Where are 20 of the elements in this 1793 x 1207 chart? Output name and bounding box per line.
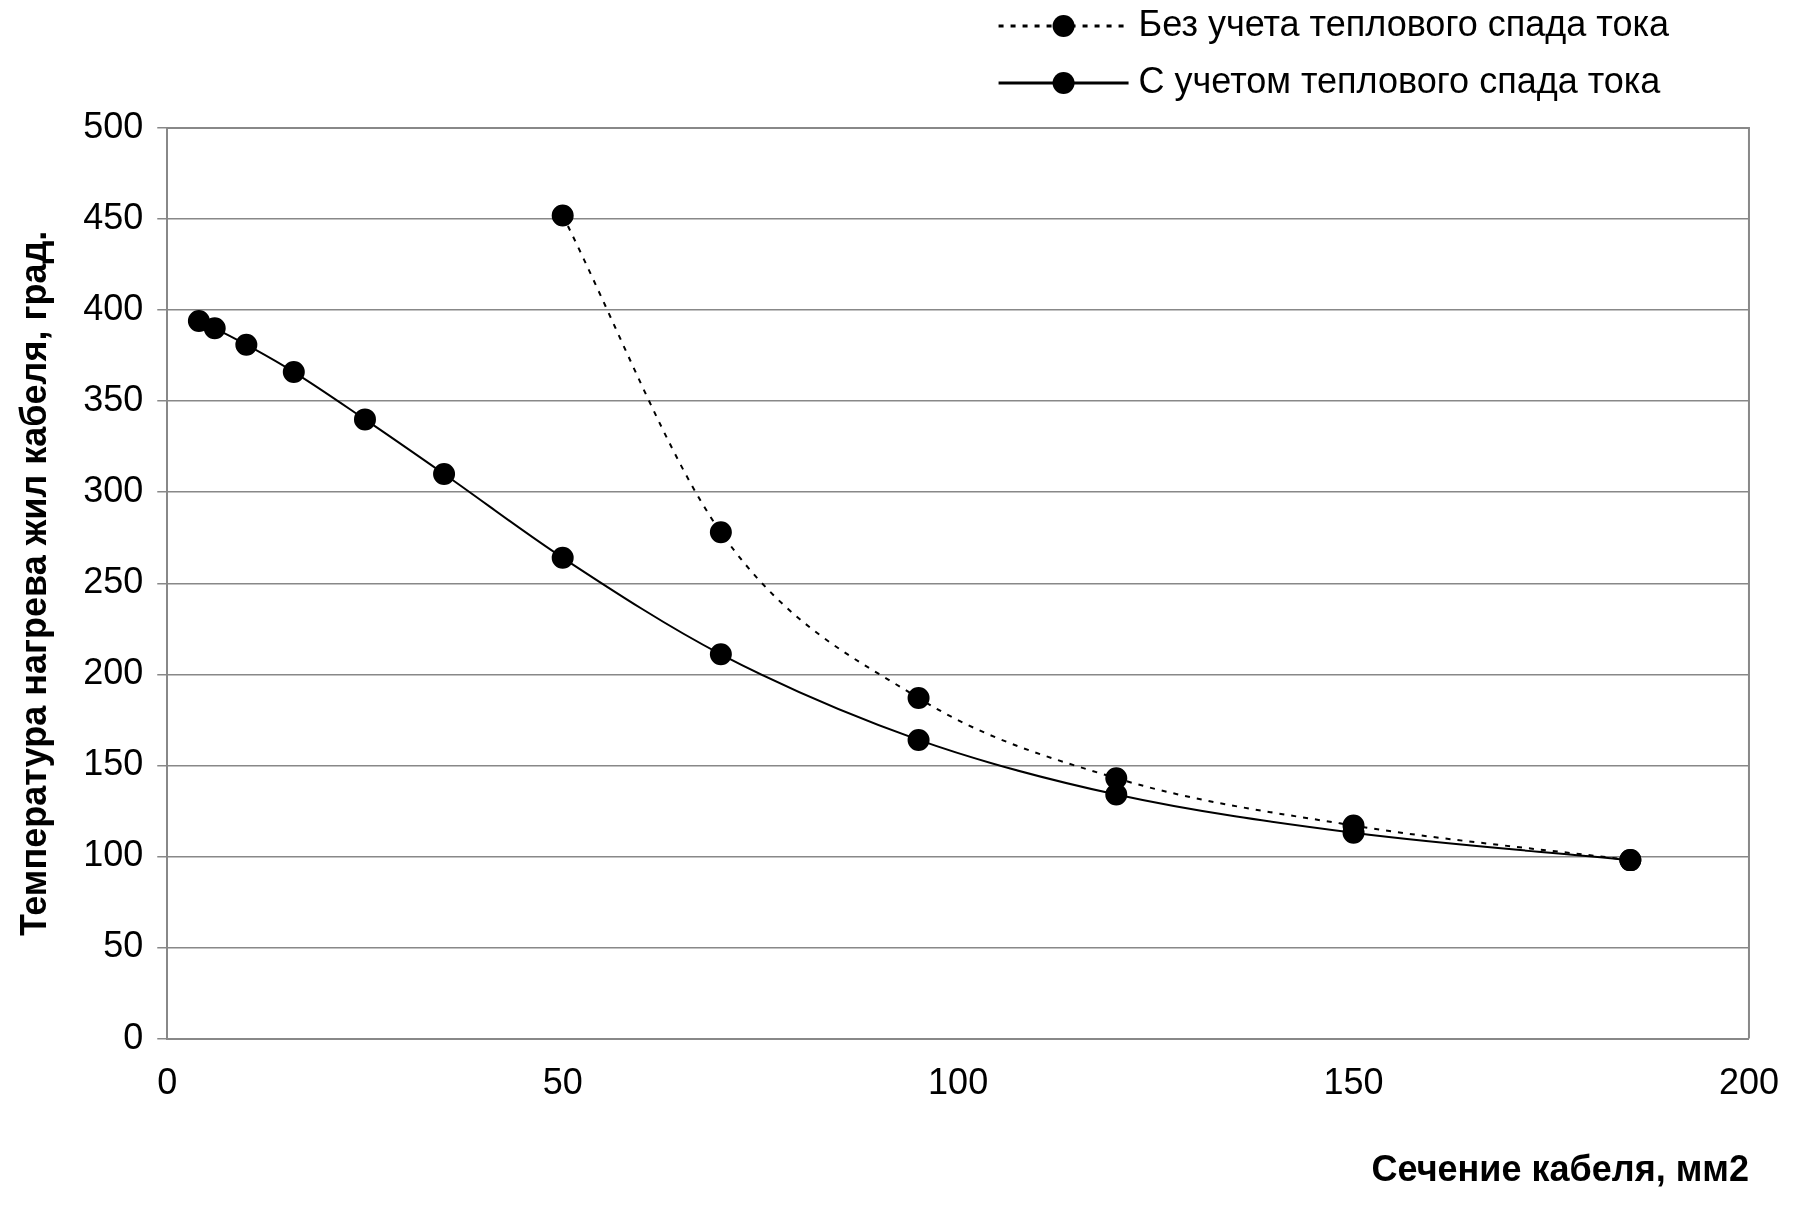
legend-label: Без учета теплового спада тока xyxy=(1138,2,1670,44)
y-tick-label: 250 xyxy=(83,560,144,602)
y-tick-label: 150 xyxy=(83,742,144,784)
y-tick-label: 300 xyxy=(83,469,144,511)
y-tick-label: 0 xyxy=(123,1015,144,1057)
legend-label: С учетом теплового спада тока xyxy=(1138,59,1662,101)
y-tick-label: 450 xyxy=(83,195,144,237)
y-tick-label: 100 xyxy=(83,833,144,875)
y-tick-label: 200 xyxy=(83,651,144,693)
x-tick-label: 200 xyxy=(1718,1061,1780,1103)
x-tick-label: 50 xyxy=(542,1061,583,1103)
y-axis-title: Температура нагрева жил кабеля, град. xyxy=(12,230,54,936)
y-tick-label: 500 xyxy=(83,104,144,146)
x-tick-label: 0 xyxy=(157,1061,178,1103)
x-tick-label: 150 xyxy=(1323,1061,1384,1103)
y-tick-label: 400 xyxy=(83,287,144,329)
x-tick-label: 100 xyxy=(928,1061,989,1103)
y-tick-label: 50 xyxy=(103,924,144,966)
x-axis-title: Сечение кабеля, мм2 xyxy=(1371,1148,1749,1190)
y-tick-label: 350 xyxy=(83,378,144,420)
